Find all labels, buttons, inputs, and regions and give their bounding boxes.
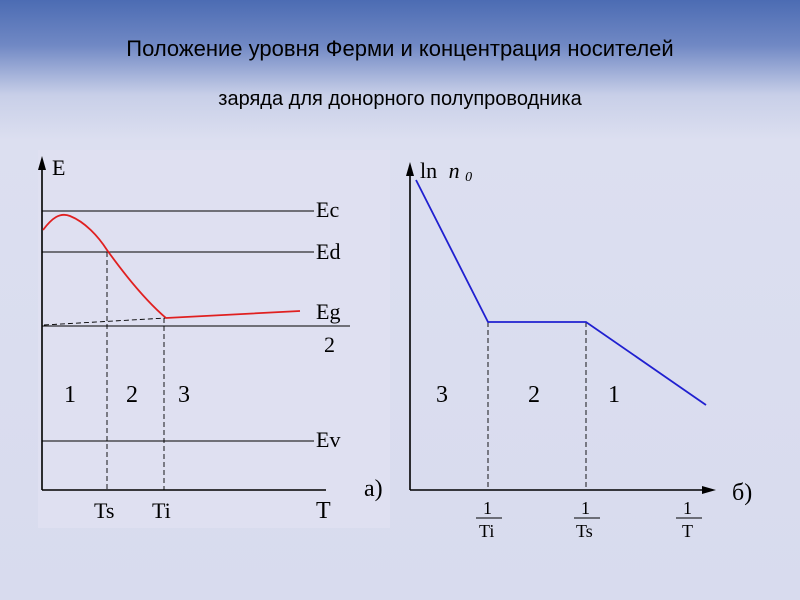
diagram-b-region-2: 2 — [528, 382, 540, 408]
diagram-b-region-1: 1 — [608, 382, 620, 408]
diagram-a: E Ec Ed Eg 2 Ev 1 2 3 Ts Ti T а) — [38, 150, 390, 528]
level-eg-denominator: 2 — [324, 332, 335, 357]
level-ed-label: Ed — [316, 239, 340, 264]
level-ev-label: Ev — [316, 427, 340, 452]
diagram-a-region-3: 3 — [178, 382, 190, 408]
diagram-b-y-arrow — [406, 162, 414, 176]
title-line-2: заряда для донорного полупроводника — [218, 88, 582, 110]
fermi-level-curve — [42, 213, 301, 319]
diagram-b-y-label-sub: 0 — [465, 170, 472, 185]
diagram-b-x-arrow — [702, 486, 716, 494]
tick-inv-t-denominator: T — [682, 521, 693, 541]
tick-ts-label: Ts — [94, 498, 114, 523]
diagram-a-caption: а) — [364, 476, 383, 502]
tick-inv-ti-denominator: Ti — [479, 521, 494, 541]
diagram-a-x-label: T — [316, 498, 331, 524]
diagram-a-y-label: E — [52, 155, 65, 180]
diagram-b-caption: б) — [732, 480, 752, 506]
tick-ti-label: Ti — [152, 498, 171, 523]
diagram-b-y-label-ln: ln — [420, 158, 437, 183]
ln-n0-curve — [415, 179, 707, 406]
level-ec-label: Ec — [316, 197, 339, 222]
diagram-a-y-arrow — [38, 156, 46, 170]
diagram-b-region-3: 3 — [436, 382, 448, 408]
tick-inv-ts-numerator: 1 — [581, 498, 590, 518]
extrapolation-dashed-line — [43, 317, 167, 326]
diagram-b: ln n 0 3 2 1 1 Ti 1 Ts 1 T б) — [406, 158, 752, 541]
diagram-a-background — [38, 150, 390, 528]
tick-inv-t-numerator: 1 — [683, 498, 692, 518]
diagram-b-y-label-n: n — [449, 158, 460, 183]
diagram-a-region-2: 2 — [126, 382, 138, 408]
tick-inv-ti-numerator: 1 — [483, 498, 492, 518]
diagram-b-y-label: ln n 0 — [420, 158, 472, 185]
title-line-1: Положение уровня Ферми и концентрация но… — [126, 36, 674, 61]
tick-inv-ts-denominator: Ts — [576, 521, 593, 541]
level-eg-numerator: Eg — [316, 299, 340, 324]
slide-title: Положение уровня Ферми и концентрация но… — [0, 0, 800, 130]
diagram-a-region-1: 1 — [64, 382, 76, 408]
